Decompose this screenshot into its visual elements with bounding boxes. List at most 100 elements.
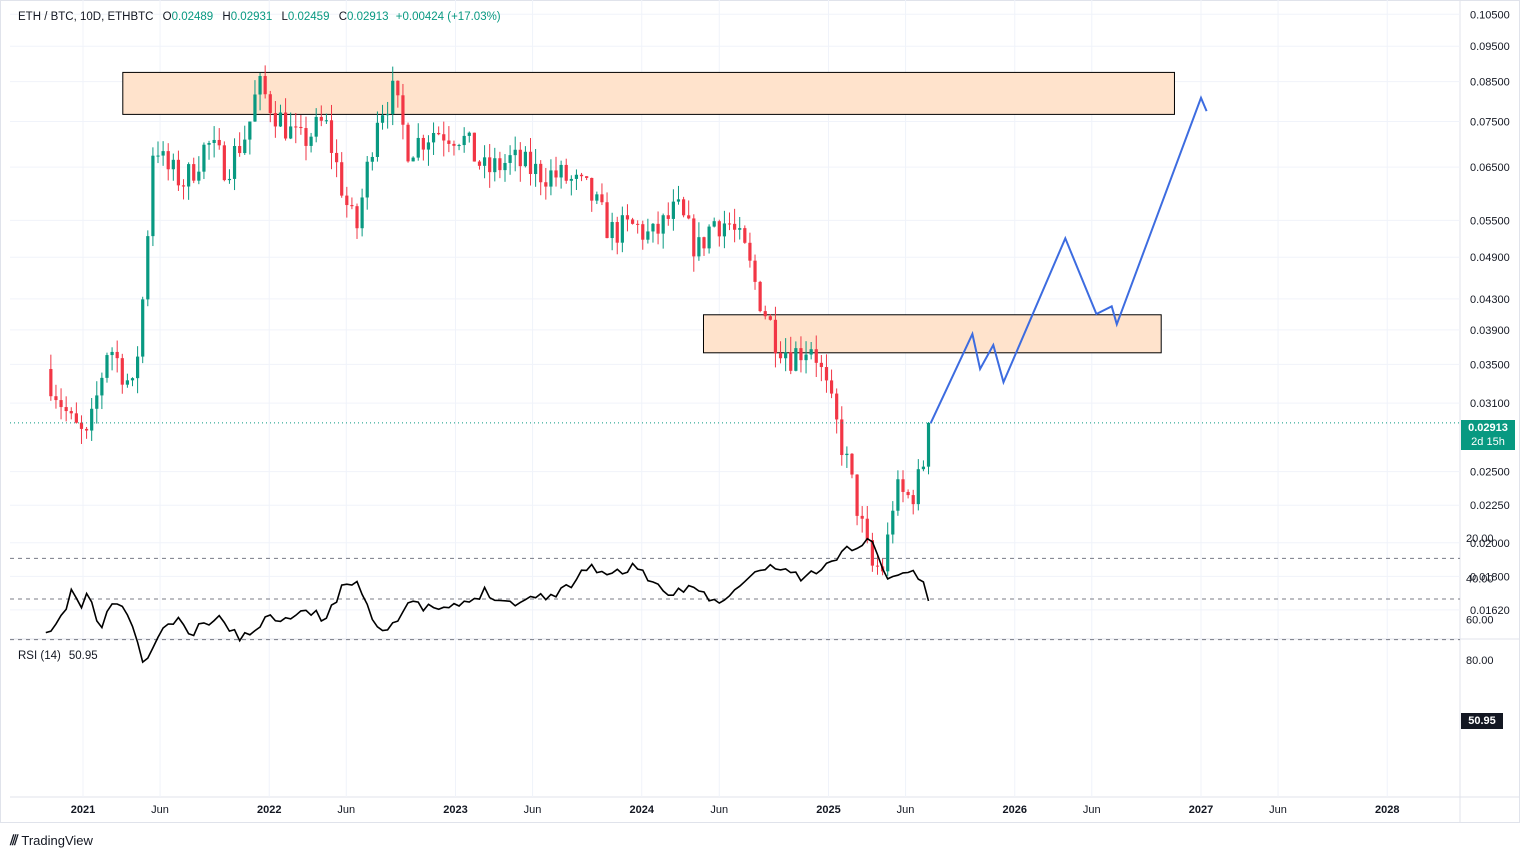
candle-body bbox=[860, 515, 864, 519]
candle-body bbox=[263, 76, 267, 95]
candle-body bbox=[625, 215, 630, 220]
candle-body bbox=[717, 221, 721, 237]
candle-body bbox=[630, 219, 635, 224]
candle-body bbox=[707, 226, 711, 249]
candle-body bbox=[534, 163, 538, 175]
candle-body bbox=[921, 466, 926, 470]
candle-body bbox=[268, 94, 272, 114]
y-tick-label: 0.03900 bbox=[1470, 325, 1510, 337]
x-tick-label: 2026 bbox=[1003, 804, 1027, 816]
x-tick-label: 2023 bbox=[443, 804, 467, 816]
candle-body bbox=[661, 215, 665, 234]
candle-body bbox=[539, 163, 543, 183]
resistance-zone bbox=[702, 314, 1162, 354]
candle-body bbox=[692, 218, 696, 257]
candle-body bbox=[763, 311, 767, 317]
close-label: C bbox=[338, 11, 347, 23]
symbol-header: ETH / BTC, 10D, ETHBTC O0.02489 H0.02931… bbox=[18, 11, 501, 23]
x-tick-label: Jun bbox=[1083, 804, 1101, 816]
candle-body bbox=[488, 157, 492, 173]
candle-body bbox=[748, 242, 752, 261]
candle-body bbox=[426, 142, 431, 150]
candle-body bbox=[187, 164, 191, 187]
candle-body bbox=[641, 224, 645, 240]
y-tick-label: 0.01620 bbox=[1470, 605, 1510, 617]
candle-body bbox=[875, 565, 880, 567]
candle-body bbox=[258, 76, 262, 95]
candle-body bbox=[559, 164, 563, 178]
candle-body bbox=[232, 146, 237, 179]
candle-body bbox=[222, 145, 226, 181]
candle-body bbox=[421, 137, 425, 150]
candle-body bbox=[482, 157, 487, 166]
y-tick-label: 0.10500 bbox=[1470, 9, 1510, 21]
candle-body bbox=[656, 223, 660, 234]
x-tick-label: Jun bbox=[151, 804, 169, 816]
candle-body bbox=[687, 215, 691, 219]
candle-body bbox=[467, 132, 471, 136]
candle-body bbox=[789, 352, 793, 371]
candle-body bbox=[477, 161, 482, 166]
candle-body bbox=[437, 132, 441, 135]
candle-body bbox=[314, 116, 318, 137]
y-tick-label: 0.07500 bbox=[1470, 117, 1510, 129]
candle-body bbox=[146, 236, 150, 300]
candle-body bbox=[799, 348, 803, 361]
candle-body bbox=[135, 356, 140, 379]
x-tick-label: 2025 bbox=[816, 804, 840, 816]
candle-body bbox=[324, 120, 328, 122]
candle-body bbox=[911, 495, 915, 505]
candle-body bbox=[503, 162, 507, 171]
candle-body bbox=[360, 197, 364, 229]
candle-body bbox=[722, 223, 727, 237]
candle-body bbox=[294, 126, 298, 128]
y-tick-label: 0.03100 bbox=[1470, 398, 1510, 410]
candle-body bbox=[141, 299, 145, 357]
rsi-label[interactable]: RSI (14) bbox=[18, 650, 61, 662]
candle-body bbox=[523, 151, 528, 167]
rsi-tick-label: 20.00 bbox=[1466, 533, 1494, 545]
candle-body bbox=[273, 113, 277, 127]
candle-body bbox=[462, 135, 466, 146]
candle-body bbox=[697, 237, 701, 257]
candle-body bbox=[120, 358, 124, 385]
candle-body bbox=[681, 199, 686, 216]
rsi-value: 50.95 bbox=[68, 650, 98, 662]
candle-body bbox=[69, 411, 73, 414]
rsi-tick-label: 60.00 bbox=[1466, 614, 1494, 626]
candle-body bbox=[549, 170, 553, 187]
candle-body bbox=[447, 140, 451, 144]
candle-body bbox=[574, 174, 579, 179]
candle-body bbox=[794, 348, 798, 371]
candle-body bbox=[564, 164, 568, 181]
candle-body bbox=[544, 182, 548, 187]
candle-body bbox=[329, 120, 334, 153]
symbol-title[interactable]: ETH / BTC, 10D, ETHBTC bbox=[18, 11, 154, 23]
x-tick-label: 2021 bbox=[71, 804, 95, 816]
candle-body bbox=[727, 223, 732, 225]
candle-body bbox=[442, 134, 446, 141]
candle-body bbox=[528, 151, 533, 175]
candle-body bbox=[299, 126, 303, 129]
candle-body bbox=[243, 139, 247, 154]
candle-body bbox=[824, 367, 829, 381]
rsi-tick-label: 80.00 bbox=[1466, 655, 1494, 667]
y-tick-label: 0.04900 bbox=[1470, 252, 1510, 264]
candle-body bbox=[518, 149, 522, 167]
candle-body bbox=[64, 407, 68, 412]
candle-body bbox=[100, 377, 104, 396]
candle-body bbox=[901, 479, 905, 492]
candle-body bbox=[829, 380, 834, 394]
candle-body bbox=[590, 177, 594, 201]
candle-body bbox=[508, 155, 512, 163]
tradingview-brand[interactable]: ⫻ TradingView bbox=[10, 832, 93, 849]
candle-body bbox=[636, 223, 640, 225]
candle-body bbox=[595, 194, 599, 201]
candle-body bbox=[411, 157, 415, 162]
candle-body bbox=[743, 228, 747, 243]
candle-body bbox=[95, 395, 99, 409]
candle-body bbox=[702, 237, 706, 249]
candle-body bbox=[207, 142, 211, 145]
rsi-last-tag: 50.95 bbox=[1461, 713, 1503, 729]
